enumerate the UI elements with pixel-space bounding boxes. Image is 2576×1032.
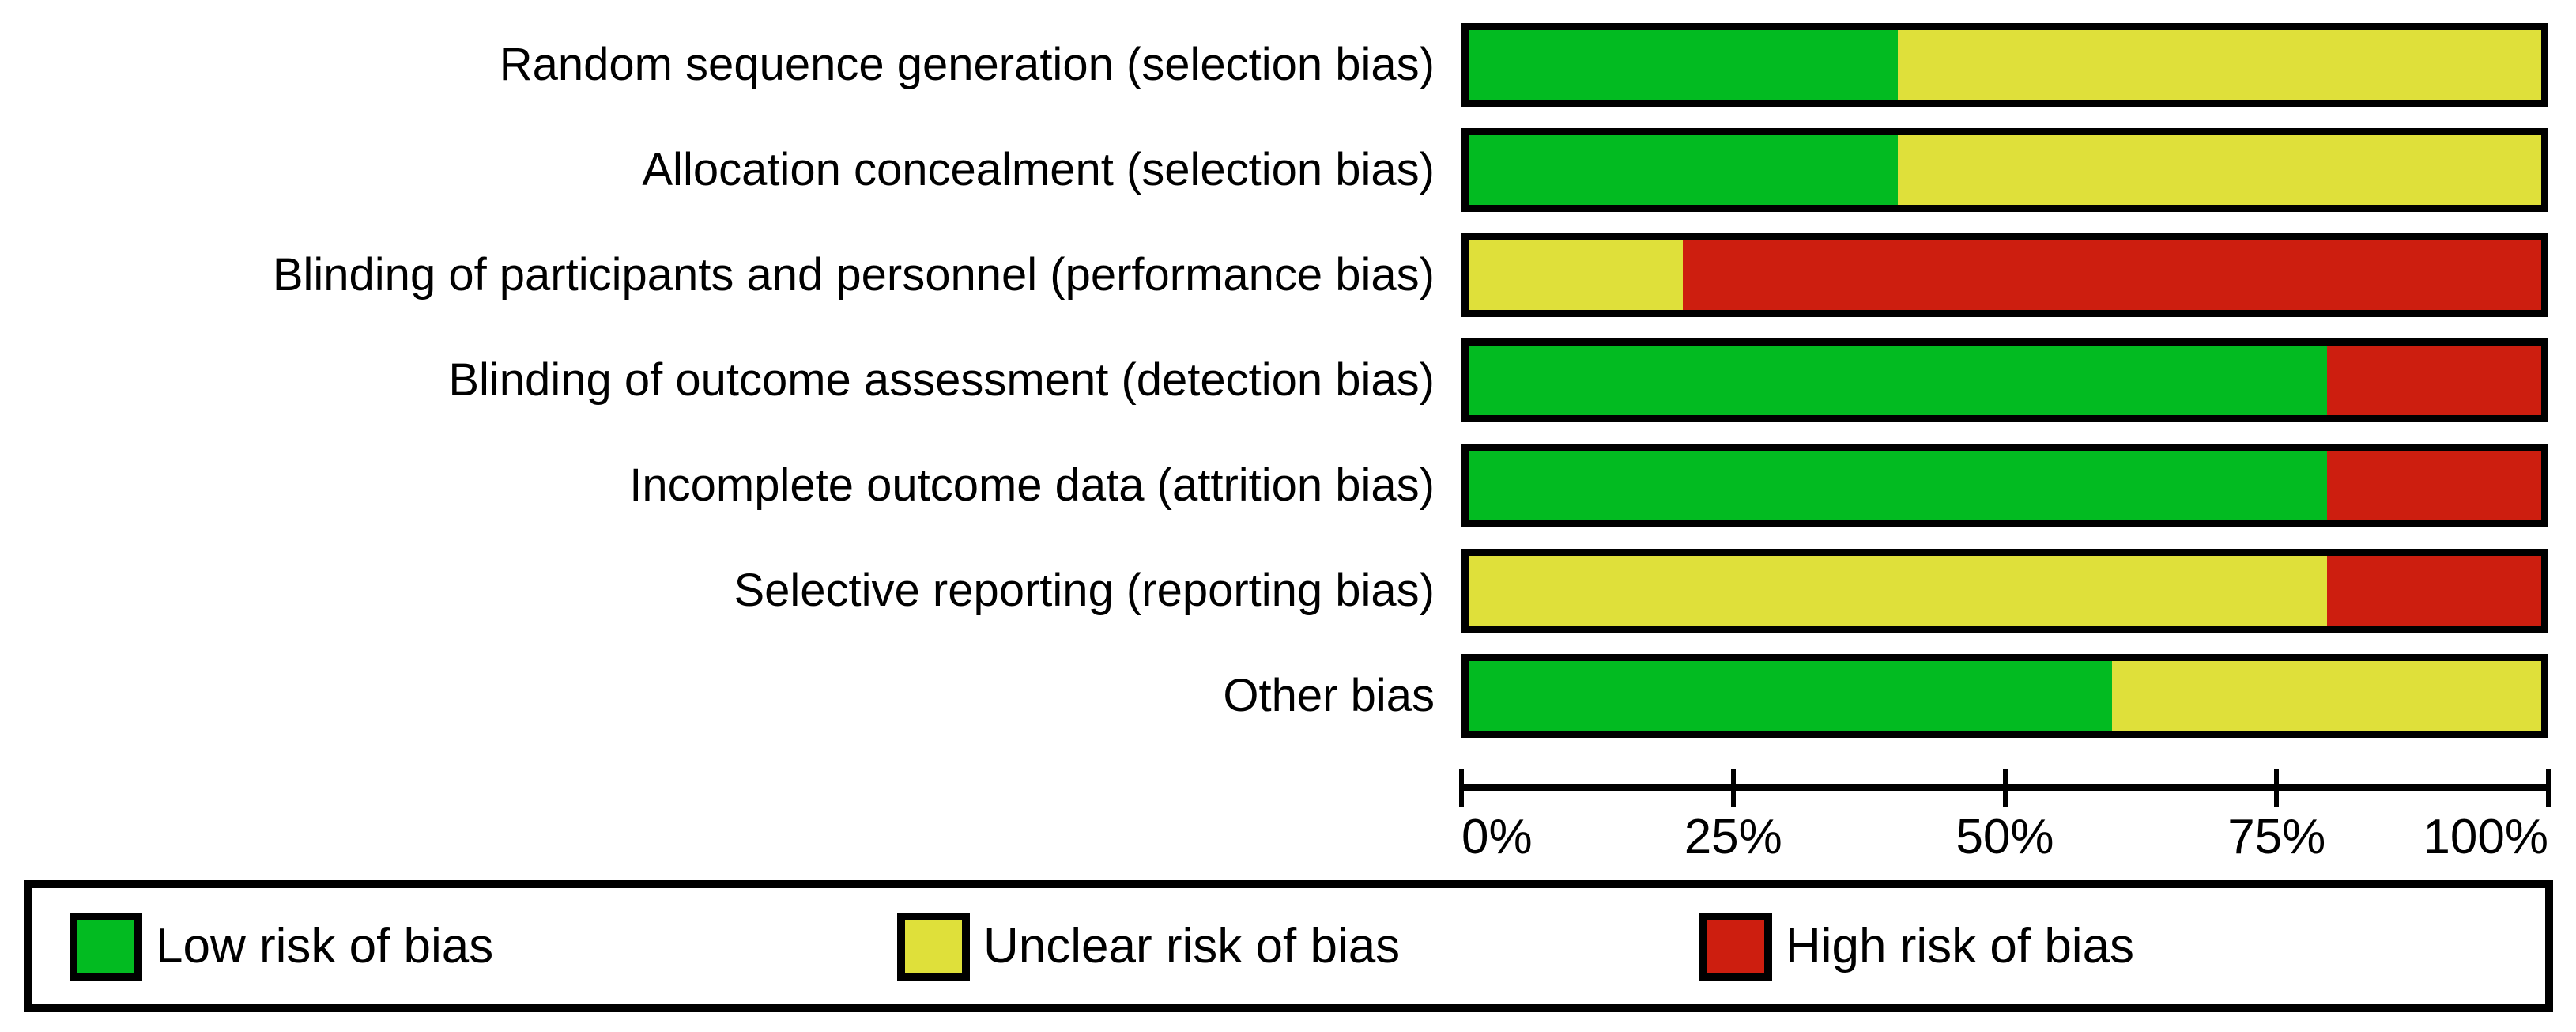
stacked-bar — [1461, 549, 2548, 633]
bar-segment-low-risk — [1469, 661, 2113, 731]
bar-segment-high-risk — [2326, 451, 2541, 520]
x-axis-tick — [2274, 769, 2280, 807]
bar-segment-unclear-risk — [1469, 240, 1684, 310]
x-axis: 0% 25% 50% 75% 100% — [1459, 769, 2551, 888]
bar-segment-unclear-risk — [1897, 30, 2541, 100]
category-label: Blinding of participants and personnel (… — [272, 249, 1435, 301]
legend-item-high-risk: High risk of bias — [1699, 912, 2135, 981]
chart-row: Other bias — [0, 654, 2576, 738]
chart-row: Allocation concealment (selection bias) — [0, 128, 2576, 212]
category-label: Other bias — [1223, 670, 1435, 722]
bar-segment-high-risk — [2326, 556, 2541, 626]
bar-segment-unclear-risk — [1897, 135, 2541, 205]
x-axis-tick — [1459, 769, 1464, 807]
legend-item-low-risk: Low risk of bias — [70, 912, 494, 981]
bar-segment-unclear-risk — [2112, 661, 2541, 731]
legend-item-unclear-risk: Unclear risk of bias — [897, 912, 1401, 981]
chart-row: Blinding of outcome assessment (detectio… — [0, 338, 2576, 422]
bar-segment-low-risk — [1469, 346, 2327, 415]
bar-segment-low-risk — [1469, 451, 2327, 520]
stacked-bar — [1461, 128, 2548, 212]
stacked-bar — [1461, 338, 2548, 422]
legend-label: High risk of bias — [1786, 919, 2135, 973]
x-axis-tick — [1730, 769, 1736, 807]
x-axis-tick-label: 25% — [1684, 810, 1782, 864]
x-axis-tick-label: 75% — [2227, 810, 2326, 864]
stacked-bar — [1461, 233, 2548, 317]
chart-row: Random sequence generation (selection bi… — [0, 23, 2576, 107]
legend-label: Unclear risk of bias — [983, 919, 1401, 973]
legend-swatch-high-risk — [1699, 912, 1772, 981]
stacked-bar — [1461, 444, 2548, 527]
chart-row: Incomplete outcome data (attrition bias) — [0, 444, 2576, 527]
category-label: Allocation concealment (selection bias) — [642, 144, 1435, 196]
legend-box: Low risk of bias Unclear risk of bias High… — [24, 880, 2553, 1012]
stacked-bar — [1461, 654, 2548, 738]
bar-segment-high-risk — [2326, 346, 2541, 415]
legend-swatch-low-risk — [70, 912, 142, 981]
chart-rows: Random sequence generation (selection bi… — [0, 23, 2576, 738]
bar-segment-low-risk — [1469, 135, 1898, 205]
bar-segment-high-risk — [1683, 240, 2541, 310]
legend-label: Low risk of bias — [156, 919, 494, 973]
x-axis-tick-label: 0% — [1461, 810, 1533, 864]
category-label: Incomplete outcome data (attrition bias) — [629, 459, 1435, 512]
category-label: Blinding of outcome assessment (detectio… — [448, 354, 1435, 406]
x-axis-tick — [2002, 769, 2008, 807]
bar-segment-unclear-risk — [1469, 556, 2327, 626]
x-axis-tick — [2546, 769, 2551, 807]
legend-swatch-unclear-risk — [897, 912, 970, 981]
bar-segment-low-risk — [1469, 30, 1898, 100]
category-label: Selective reporting (reporting bias) — [734, 565, 1435, 617]
stacked-bar — [1461, 23, 2548, 107]
category-label: Random sequence generation (selection bi… — [499, 39, 1435, 91]
chart-row: Blinding of participants and personnel (… — [0, 233, 2576, 317]
x-axis-tick-label: 100% — [2423, 810, 2548, 864]
x-axis-tick-label: 50% — [1956, 810, 2054, 864]
chart-row: Selective reporting (reporting bias) — [0, 549, 2576, 633]
